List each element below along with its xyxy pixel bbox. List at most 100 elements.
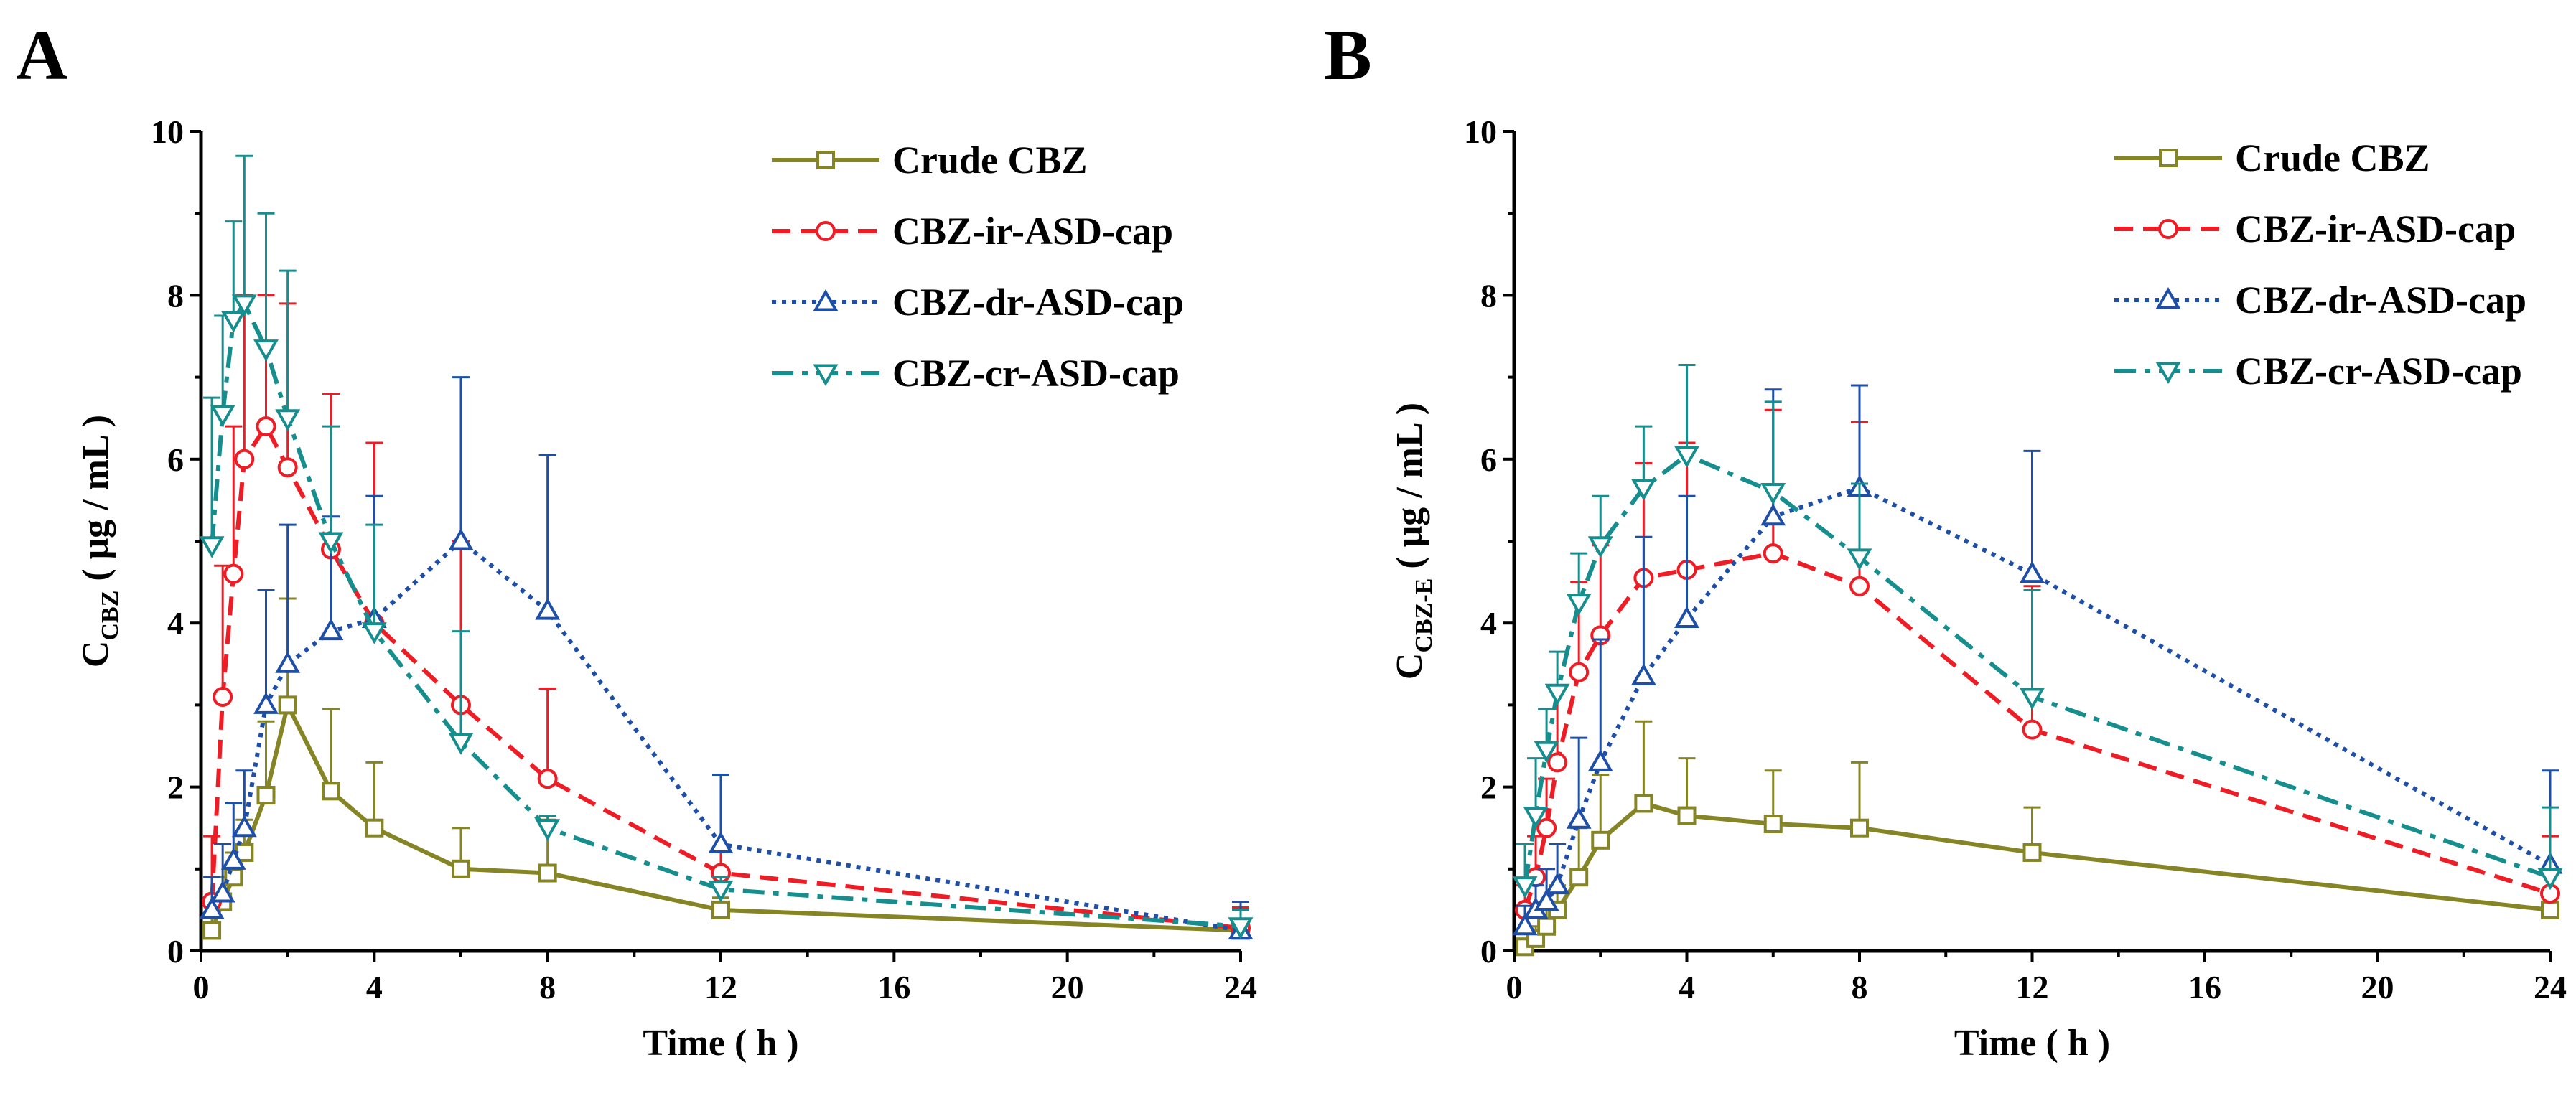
series-line (1523, 551, 2551, 911)
data-point (1763, 543, 1783, 564)
legend-label: CBZ-dr-ASD-cap (892, 281, 1184, 324)
data-point (220, 848, 246, 870)
data-point (1512, 913, 1538, 936)
data-point (2020, 560, 2045, 583)
data-point (213, 686, 233, 707)
y-tick-label: 6 (167, 441, 184, 478)
data-point (318, 618, 344, 641)
data-point (318, 532, 344, 555)
y-axis-title-unit: ( μg / mL ) (75, 415, 116, 591)
data-point (1523, 807, 1549, 829)
legend-item: CBZ-ir-ASD-cap (772, 210, 1173, 253)
data-point (231, 294, 257, 316)
data-point (1630, 479, 1656, 501)
legend-label: CBZ-ir-ASD-cap (2235, 207, 2516, 250)
x-tick-label: 20 (2361, 969, 2394, 1005)
data-point (1534, 741, 1559, 764)
x-tick-label: 8 (1852, 969, 1868, 1005)
legend-item: CBZ-dr-ASD-cap (2114, 278, 2526, 322)
data-point (1587, 536, 1613, 558)
y-axis-title-main: C (1389, 653, 1430, 680)
data-point (1544, 683, 1570, 706)
data-point (256, 416, 276, 437)
x-tick-label: 8 (539, 969, 556, 1005)
x-tick-label: 0 (193, 969, 210, 1005)
data-point (1566, 594, 1592, 616)
data-point (210, 405, 235, 428)
y-axis-title-subscript: CBZ-E (1411, 578, 1437, 653)
data-point (1544, 872, 1570, 895)
y-axis-title-subscript: CBZ (97, 591, 123, 641)
legend-label: Crude CBZ (892, 139, 1088, 182)
y-axis-title-main: C (75, 641, 116, 668)
data-point (711, 900, 730, 919)
data-point (1847, 548, 1872, 571)
data-point (538, 863, 557, 883)
data-point (1634, 794, 1653, 813)
y-tick-label: 2 (167, 769, 184, 806)
y-tick-label: 8 (167, 277, 184, 314)
data-point (278, 695, 297, 715)
data-point (365, 818, 384, 838)
data-point (220, 311, 246, 333)
data-point (2537, 868, 2563, 891)
data-point (1537, 916, 1557, 936)
data-point (1850, 818, 1869, 838)
data-point (202, 921, 222, 940)
y-axis-title-unit: ( μg / mL ) (1389, 403, 1430, 578)
y-tick-label: 2 (1480, 769, 1497, 806)
y-tick-label: 10 (1464, 113, 1497, 150)
data-point (256, 786, 276, 805)
data-point (537, 769, 558, 789)
y-tick-label: 8 (1480, 277, 1497, 314)
data-point (1630, 663, 1656, 685)
x-axis-title: Time ( h ) (643, 1023, 798, 1064)
data-point (1674, 446, 1699, 469)
legend-marker (813, 289, 839, 311)
data-point (234, 449, 255, 469)
x-tick-label: 4 (366, 969, 383, 1005)
data-point (1228, 917, 1254, 939)
legend-label: CBZ-cr-ASD-cap (892, 352, 1180, 395)
legend-marker (2159, 149, 2178, 167)
data-point (1760, 482, 1786, 505)
y-tick-label: 10 (151, 113, 184, 150)
data-point (1569, 868, 1589, 887)
data-point (231, 815, 257, 838)
data-point (275, 409, 301, 431)
data-point (448, 733, 474, 755)
legend-item: Crude CBZ (2114, 136, 2430, 179)
x-tick-label: 20 (1051, 969, 1084, 1005)
legend-item: Crude CBZ (772, 139, 1088, 182)
data-point (210, 881, 235, 903)
legend-marker (2155, 286, 2181, 309)
data-point (1534, 888, 1559, 911)
data-point (1763, 814, 1783, 833)
data-point (253, 339, 279, 362)
data-point (275, 651, 301, 673)
data-point (708, 880, 734, 903)
data-point (199, 536, 225, 558)
legend-marker (2158, 219, 2178, 239)
legend-item: CBZ-dr-ASD-cap (772, 281, 1184, 324)
series-line (210, 424, 1241, 931)
data-point (452, 859, 470, 878)
x-tick-label: 4 (1679, 969, 1695, 1005)
data-point (535, 819, 561, 841)
data-point (361, 622, 387, 644)
legend-marker (813, 364, 839, 387)
x-tick-label: 24 (2534, 969, 2567, 1005)
legend-item: CBZ-ir-ASD-cap (2114, 207, 2516, 250)
data-point (322, 782, 340, 801)
series-cbz-dr-asd-cap (1512, 384, 2563, 936)
data-point (1677, 806, 1697, 825)
legend-marker (2155, 362, 2181, 385)
data-point (2022, 843, 2042, 862)
series-line (210, 539, 1241, 933)
y-axis-title: CCBZ ( μg / mL ) (75, 415, 123, 667)
x-axis-title: Time ( h ) (1954, 1023, 2110, 1064)
